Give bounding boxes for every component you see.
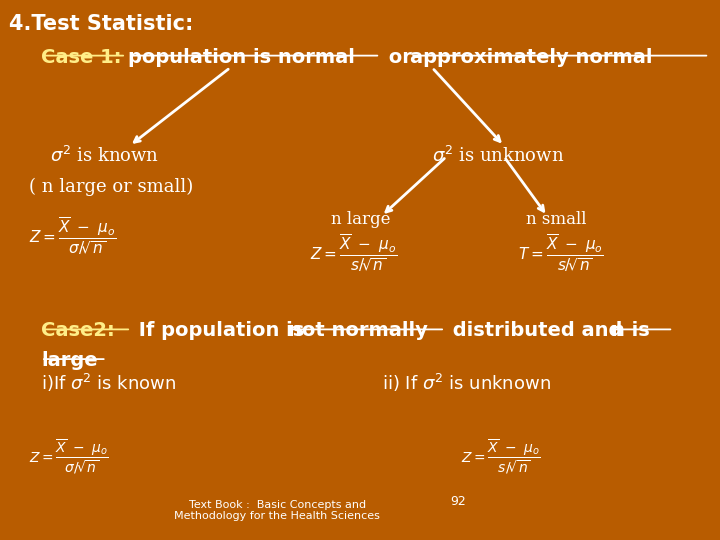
- Text: If population is: If population is: [132, 321, 312, 340]
- Text: ( n large or small): ( n large or small): [29, 178, 193, 197]
- Text: $T = \dfrac{\overline{X}\ -\ \mu_o}{s/\!\sqrt{n}}$: $T = \dfrac{\overline{X}\ -\ \mu_o}{s/\!…: [518, 232, 604, 274]
- Text: Text Book :  Basic Concepts and
Methodology for the Health Sciences: Text Book : Basic Concepts and Methodolo…: [174, 500, 380, 521]
- Text: n is: n is: [611, 321, 649, 340]
- Text: n small: n small: [526, 211, 586, 227]
- Text: Case2:: Case2:: [41, 321, 114, 340]
- Text: 4.Test Statistic:: 4.Test Statistic:: [9, 14, 194, 33]
- Bar: [23, 48, 35, 57]
- Text: distributed and: distributed and: [446, 321, 629, 340]
- Text: approximately normal: approximately normal: [410, 48, 653, 66]
- Text: $Z = \dfrac{\overline{X}\ -\ \mu_o}{s/\!\sqrt{n}}$: $Z = \dfrac{\overline{X}\ -\ \mu_o}{s/\!…: [310, 232, 397, 274]
- Text: $Z = \dfrac{\overline{X}\ -\ \mu_o}{\sigma/\!\sqrt{n}}$: $Z = \dfrac{\overline{X}\ -\ \mu_o}{\sig…: [29, 216, 116, 258]
- Text: 92: 92: [450, 495, 466, 508]
- Text: i)If $\sigma^2$ is known: i)If $\sigma^2$ is known: [41, 372, 176, 394]
- Text: $Z = \dfrac{\overline{X}\ -\ \mu_o}{\sigma/\!\sqrt{n}}$: $Z = \dfrac{\overline{X}\ -\ \mu_o}{\sig…: [29, 437, 109, 476]
- Bar: [23, 372, 35, 381]
- Text: Case 1:: Case 1:: [41, 48, 122, 66]
- Text: population is normal: population is normal: [128, 48, 355, 66]
- Text: $Z = \dfrac{\overline{X}\ -\ \mu_o}{s/\!\sqrt{n}}$: $Z = \dfrac{\overline{X}\ -\ \mu_o}{s/\!…: [461, 437, 541, 476]
- Text: or: or: [382, 48, 418, 66]
- Bar: [23, 322, 35, 330]
- Text: large: large: [41, 351, 98, 370]
- Text: $\sigma^2$ is known: $\sigma^2$ is known: [50, 146, 160, 166]
- Text: $\sigma^2$ is unknown: $\sigma^2$ is unknown: [432, 146, 564, 166]
- Text: ii) If $\sigma^2$ is unknown: ii) If $\sigma^2$ is unknown: [382, 372, 551, 394]
- Text: not normally: not normally: [288, 321, 428, 340]
- Text: n large: n large: [331, 211, 391, 227]
